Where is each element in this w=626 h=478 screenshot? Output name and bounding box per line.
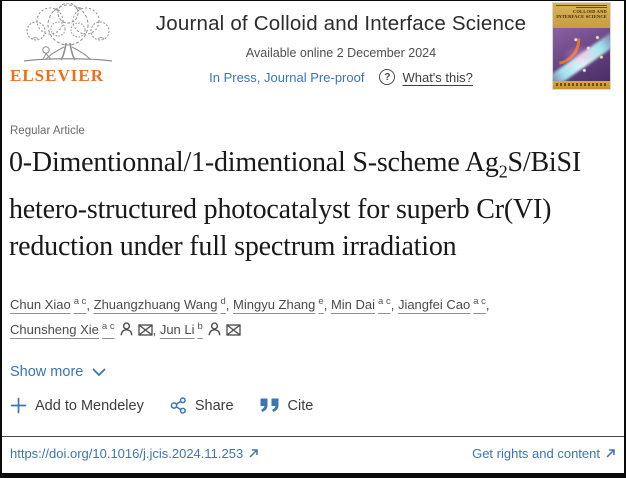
author-affiliations: e	[318, 295, 324, 307]
author-name: Chunsheng Xie	[10, 322, 99, 338]
get-rights-text: Get rights and content	[472, 446, 600, 461]
share-button[interactable]: Share	[170, 397, 234, 414]
article-title-pre: 0-Dimentionnal/1-dimentional S-scheme Ag	[9, 147, 499, 178]
author-affiliations: d	[220, 295, 226, 307]
cover-particles	[553, 28, 610, 81]
person-icon[interactable]	[208, 322, 221, 336]
author-separator: ,	[152, 322, 160, 338]
author-link-corresponding[interactable]: Jun Li b	[159, 320, 241, 338]
author-link[interactable]: Min Dai a c	[330, 295, 391, 312]
author-affiliations: a c	[101, 320, 115, 332]
show-more-button[interactable]: Show more	[10, 364, 106, 380]
journal-info: Journal of Colloid and Interface Science…	[142, 12, 540, 85]
show-more-label: Show more	[10, 364, 84, 381]
article-title-post: S/BiSI hetero-structured photocatalyst f…	[9, 147, 582, 262]
plus-icon	[10, 397, 27, 414]
author-name: Jiangfei Cao	[397, 296, 471, 312]
article-title-subscript: 2	[498, 161, 508, 182]
chevron-down-icon	[92, 368, 106, 377]
author-name: Chun Xiao	[10, 296, 71, 312]
author-separator: ,	[390, 296, 398, 312]
get-rights-link[interactable]: Get rights and content	[472, 446, 616, 461]
author-name: Mingyu Zhang	[233, 296, 316, 312]
external-link-arrow-icon	[249, 449, 258, 458]
author-affiliations: a c	[473, 295, 486, 307]
cover-footer-band	[553, 81, 610, 89]
available-online-date: Available online 2 December 2024	[245, 46, 437, 60]
press-status-row: In Press, Journal Pre-proof ? What's thi…	[142, 69, 540, 85]
author-link[interactable]: Jiangfei Cao a c	[397, 295, 486, 312]
cover-footer-text-lines	[556, 83, 607, 86]
share-label: Share	[194, 397, 234, 414]
author-link-corresponding[interactable]: Chunsheng Xie a c	[10, 320, 153, 338]
author-link[interactable]: Zhuangzhuang Wang d	[93, 295, 226, 312]
cover-rule	[576, 7, 607, 8]
share-icon	[170, 397, 186, 414]
cover-masthead: COLLOID AND INTERFACE SCIENCE	[553, 3, 610, 28]
question-icon[interactable]: ?	[379, 69, 396, 85]
author-name: Min Dai	[330, 296, 376, 312]
author-link[interactable]: Chun Xiao a c	[10, 295, 87, 312]
add-to-mendeley-label: Add to Mendeley	[35, 397, 144, 414]
author-affiliations: a c	[378, 295, 391, 307]
add-to-mendeley-button[interactable]: Add to Mendeley	[10, 397, 144, 414]
cite-label: Cite	[287, 397, 314, 414]
whats-this-link[interactable]: What's this?	[402, 69, 473, 85]
author-name: Jun Li	[159, 322, 195, 338]
author-separator: ,	[225, 296, 234, 312]
article-title: 0-Dimentionnal/1-dimentional S-scheme Ag…	[9, 144, 584, 265]
journal-title-link[interactable]: Journal of Colloid and Interface Science	[155, 12, 527, 35]
doi-link[interactable]: https://doi.org/10.1016/j.jcis.2024.11.2…	[10, 446, 259, 461]
in-press-link[interactable]: In Press, Journal Pre-proof	[209, 69, 365, 85]
author-affiliations: b	[197, 320, 203, 332]
article-type-label: Regular Article	[10, 125, 85, 137]
email-icon[interactable]	[226, 324, 241, 336]
external-link-arrow-icon	[606, 449, 615, 458]
author-separator: ,	[485, 296, 490, 312]
author-separator: ,	[86, 296, 94, 312]
author-list: Chun Xiao a c, Zhuangzhuang Wang d, Mingyu…	[10, 291, 555, 342]
elsevier-logo[interactable]: ELSEVIER	[6, 3, 134, 86]
person-icon[interactable]	[120, 322, 133, 336]
footer-bar: https://doi.org/10.1016/j.jcis.2024.11.2…	[2, 436, 624, 473]
journal-banner: ELSEVIER Journal of Colloid and Interfac…	[2, 1, 624, 103]
journal-cover-thumbnail[interactable]: COLLOID AND INTERFACE SCIENCE	[553, 3, 610, 89]
elsevier-tree-icon	[23, 3, 113, 62]
author-name: Zhuangzhuang Wang	[93, 296, 218, 312]
email-icon[interactable]	[137, 324, 153, 336]
author-separator: ,	[323, 296, 331, 312]
elsevier-wordmark: ELSEVIER	[10, 66, 104, 85]
action-toolbar: Add to Mendeley Share Cite	[10, 397, 624, 414]
cite-quotes-icon	[260, 398, 279, 413]
cover-rule	[556, 5, 607, 6]
cite-button[interactable]: Cite	[260, 397, 314, 414]
doi-text: https://doi.org/10.1016/j.jcis.2024.11.2…	[10, 446, 244, 461]
author-link[interactable]: Mingyu Zhang e	[233, 295, 324, 312]
author-affiliations: a c	[73, 295, 87, 307]
cover-artwork	[553, 12, 610, 89]
cover-journal-name: COLLOID AND INTERFACE SCIENCE	[556, 9, 607, 19]
